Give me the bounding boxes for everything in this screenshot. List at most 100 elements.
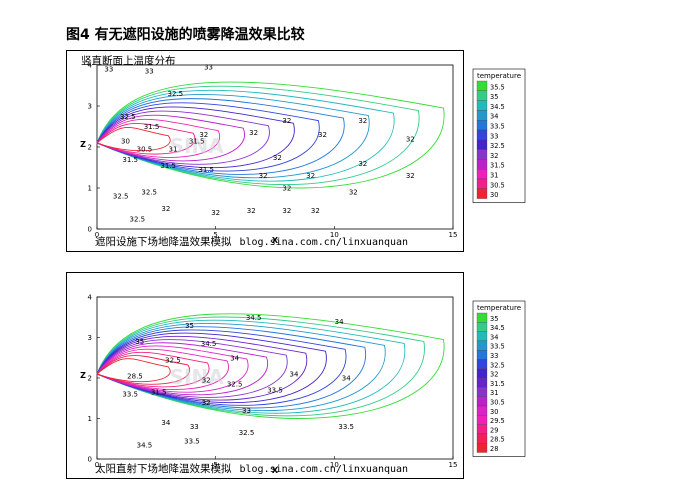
contour-label: 32 — [247, 207, 256, 215]
contour-label: 31.5 — [198, 166, 214, 174]
contour-line — [96, 339, 288, 398]
legend-label: 28.5 — [490, 436, 505, 444]
legend-label: 32.5 — [490, 361, 505, 369]
legend-swatch — [476, 359, 488, 369]
contour-label: 31 — [168, 146, 177, 154]
contour-label: 34 — [335, 318, 344, 326]
legend-swatch — [476, 433, 488, 444]
contour-label: 33.5 — [267, 387, 283, 395]
contour-label: 34.5 — [137, 441, 153, 449]
contour-label: 32 — [349, 189, 358, 197]
legend-swatch — [476, 368, 488, 379]
legend-swatch — [476, 100, 488, 111]
legend-swatch — [476, 129, 488, 140]
legend-label: 34 — [490, 333, 498, 341]
contour-label: 33.5 — [184, 437, 200, 445]
legend-label: 34.5 — [490, 324, 505, 332]
contour-label: 32 — [282, 207, 291, 215]
x-tick-label: 10 — [330, 231, 339, 239]
contour-label: 32 — [202, 399, 211, 407]
top-chart-panel: 竖直断面上温度分布 0 5 10 15 0 1 2 3 4 X Z SINA 33 33 33 32.5 32.… — [66, 50, 526, 252]
contour-label: 32 — [199, 131, 208, 139]
x-tick-label: 10 — [330, 461, 339, 469]
contour-label: 31.5 — [151, 389, 167, 397]
contour-label: 35 — [135, 338, 144, 346]
legend-label: 33 — [490, 132, 498, 140]
legend-label: 30.5 — [490, 181, 505, 189]
legend-title: temperature — [477, 72, 521, 80]
contour-line — [96, 89, 395, 182]
contour-label: 32.5 — [130, 215, 146, 223]
contour-label: 33 — [242, 407, 251, 415]
legend-swatch — [476, 90, 488, 101]
contour-line — [96, 85, 420, 186]
watermark: SINA — [170, 365, 225, 389]
y-tick-label: 0 — [88, 226, 92, 234]
legend-swatch — [476, 350, 488, 360]
legend-label: 33.5 — [490, 123, 505, 131]
y-axis-label: Z — [80, 371, 86, 380]
y-tick-label: 3 — [88, 334, 92, 342]
legend-label: 30 — [490, 191, 498, 199]
figure-title: 图4 有无遮阳设施的喷雾降温效果比较 — [66, 27, 305, 43]
x-tick-label: 15 — [449, 231, 458, 239]
legend-swatch — [476, 443, 488, 453]
plot-frame — [96, 296, 454, 460]
contour-label: 31.5 — [160, 162, 176, 170]
contour-line — [96, 319, 406, 414]
contour-line — [96, 351, 210, 388]
contour-line — [96, 335, 308, 401]
x-tick-label: 15 — [449, 461, 458, 469]
contour-label: 30 — [121, 137, 130, 145]
y-tick-label: 3 — [88, 103, 92, 111]
legend-swatch — [476, 139, 488, 150]
contour-line — [96, 98, 345, 175]
contour-label: 32 — [358, 117, 367, 125]
contour-label: 34 — [342, 375, 351, 383]
contour-label: 32 — [273, 154, 282, 162]
contour-label: 34.5 — [246, 314, 262, 322]
legend-label: 31 — [490, 389, 498, 397]
contour-line — [96, 114, 245, 162]
legend-swatch — [476, 169, 488, 180]
contour-label: 32.5 — [141, 189, 157, 197]
contour-label: 35 — [185, 322, 194, 330]
legend-swatch — [476, 188, 488, 199]
contour-label: 32 — [282, 185, 291, 193]
contour-line — [96, 81, 445, 189]
legend-label: 34.5 — [490, 103, 505, 111]
contour-label: 32 — [259, 172, 268, 180]
y-tick-label: 2 — [88, 375, 92, 383]
contour-line — [96, 332, 327, 404]
contour-line — [96, 316, 425, 417]
contour-line — [96, 106, 295, 168]
y-tick-label: 0 — [88, 456, 92, 464]
contour-label: 30.5 — [137, 146, 153, 154]
contour-line — [96, 342, 269, 396]
top-chart-title: 竖直断面上温度分布 — [81, 55, 176, 67]
top-chart-caption: 遮阳设施下场地降温效果模拟 blog.sina.com.cn/linxuanqua… — [95, 236, 409, 248]
x-tick-label: 5 — [213, 231, 217, 239]
legend-label: 35 — [490, 315, 498, 323]
legend-label: 35.5 — [490, 83, 505, 91]
y-tick-label: 1 — [88, 185, 92, 193]
contour-line — [96, 329, 347, 406]
x-tick-label: 5 — [213, 461, 217, 469]
legend-label: 35 — [490, 93, 498, 101]
contour-line — [96, 348, 229, 390]
y-tick-label: 1 — [88, 415, 92, 423]
contour-label: 32 — [282, 117, 291, 125]
contour-label: 32 — [318, 131, 327, 139]
legend-label: 31.5 — [490, 162, 505, 170]
y-axis-label: Z — [80, 140, 86, 149]
legend-label: 29.5 — [490, 417, 505, 425]
contour-line — [96, 326, 367, 409]
legend-swatch — [476, 149, 488, 160]
bottom-chart-caption: 太阳直射下场地降温效果模拟 blog.sina.com.cn/linxuanqua… — [95, 463, 409, 475]
watermark: SINA — [170, 134, 225, 158]
contour-line — [96, 345, 249, 393]
contour-line — [96, 127, 171, 152]
contour-label: 32 — [311, 207, 320, 215]
